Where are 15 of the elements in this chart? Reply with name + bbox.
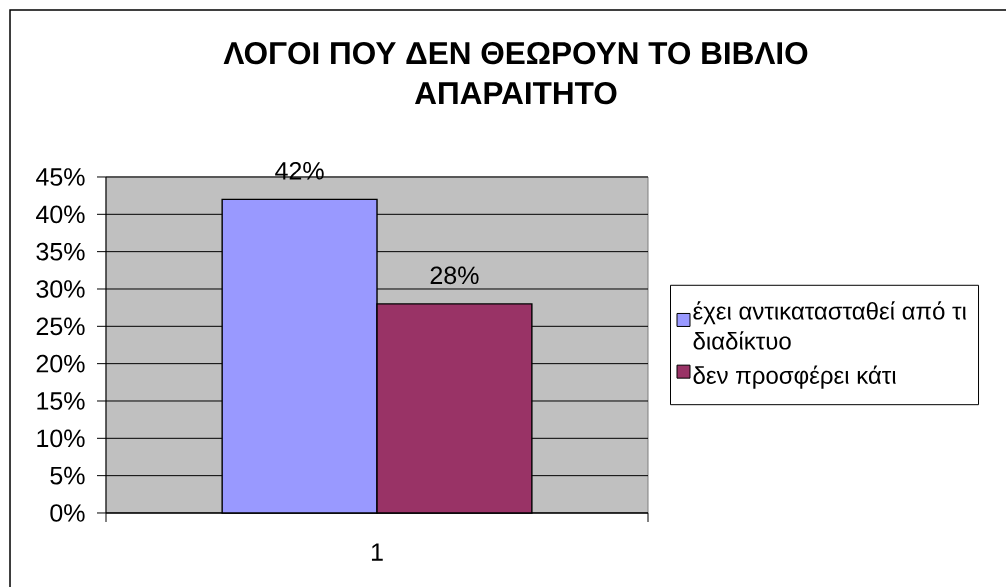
legend-label: δεν προσφέρει κάτι xyxy=(693,365,896,389)
y-tick-label: 25% xyxy=(36,317,85,336)
y-tick-label: 35% xyxy=(36,242,85,261)
y-tick-label: 40% xyxy=(36,205,85,224)
x-tick-label: 1 xyxy=(371,543,383,561)
data-label: 42% xyxy=(275,161,324,180)
y-tick-label: 5% xyxy=(50,466,85,485)
y-tick-label: 45% xyxy=(36,168,85,186)
data-label: 28% xyxy=(430,266,479,285)
y-tick-label: 30% xyxy=(36,280,85,298)
y-tick-label: 10% xyxy=(37,429,85,448)
y-tick-label: 15% xyxy=(37,392,85,410)
y-tick-label: 0% xyxy=(50,504,85,522)
y-tick-label: 20% xyxy=(36,354,85,373)
chart-title: ΛΟΓΟΙ ΠΟΥ ΔΕΝ ΘΕΩΡΟΥΝ ΤΟ ΒΙΒΛΙΟ ΑΠΑΡΑΙΤΗΤΟ xyxy=(223,41,808,105)
